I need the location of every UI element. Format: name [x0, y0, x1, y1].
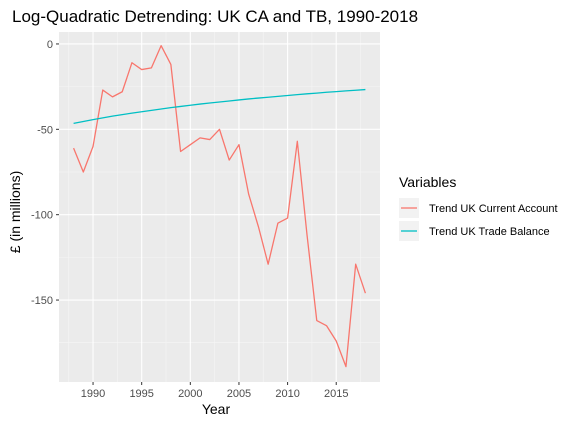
series-line-trade-balance — [73, 88, 366, 124]
y-tick-label: 0 — [47, 39, 53, 51]
legend-label: Trend UK Current Account — [429, 203, 558, 215]
grid-major — [59, 32, 380, 382]
x-tick-label: 1995 — [129, 388, 153, 400]
x-tick-label: 2015 — [324, 388, 348, 400]
plot-panel — [59, 32, 380, 382]
x-tick-label: 1990 — [81, 388, 105, 400]
x-axis: 1990 1995 2000 2005 2010 2015 — [81, 382, 348, 400]
x-tick-label: 2005 — [227, 388, 251, 400]
y-tick-label: -100 — [31, 210, 53, 222]
series-line-current-account — [72, 45, 367, 368]
chart-title: Log-Quadratic Detrending: UK CA and TB, … — [12, 7, 418, 26]
x-tick-label: 2000 — [178, 388, 202, 400]
y-tick-label: -50 — [37, 124, 53, 136]
y-tick-label: -150 — [31, 295, 53, 307]
series-lines — [72, 45, 367, 368]
x-axis-title: Year — [202, 401, 231, 417]
legend-label: Trend UK Trade Balance — [429, 226, 550, 238]
y-axis-title: £ (in millions) — [7, 171, 23, 253]
legend: Variables Trend UK Current Account Trend … — [399, 174, 558, 241]
legend-title: Variables — [399, 174, 456, 190]
y-axis: 0 -50 -100 -150 — [31, 39, 59, 307]
x-tick-label: 2010 — [275, 388, 299, 400]
